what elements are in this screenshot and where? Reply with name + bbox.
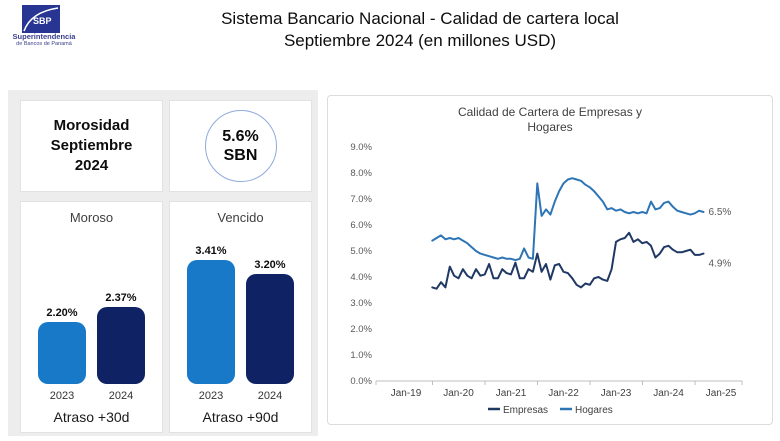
line-chart-title-line2: Hogares <box>527 120 573 134</box>
line-chart-title-line1: Calidad de Cartera de Empresas y <box>457 105 643 119</box>
vencido-bar-chart-card: Vencido 3.41% 3.20% 2023 2024 Atraso +90d <box>169 201 312 433</box>
y-axis-tick-label: 0.0% <box>350 376 372 387</box>
moroso-bar-plot: 2.20% 2.37% <box>21 292 162 384</box>
moroso-bar-chart-card: Moroso 2.20% 2.37% 2023 2024 Atraso +30d <box>20 201 163 433</box>
vencido-chart-title: Vencido <box>217 210 264 225</box>
sbn-badge: 5.6% SBN <box>204 110 277 182</box>
y-axis-tick-label: 1.0% <box>350 350 372 361</box>
series-line-hogares <box>431 177 705 262</box>
y-axis-tick-label: 3.0% <box>350 298 372 309</box>
logo-org-subname: de Bancos de Panamá <box>16 41 72 47</box>
bar-year-label: 2024 <box>257 390 283 402</box>
bar-2024 <box>246 274 294 384</box>
vencido-year-labels: 2023 2024 <box>170 390 311 402</box>
sbn-badge-value: 5.6% <box>222 128 259 145</box>
page-title-line2: Septiembre 2024 (en millones USD) <box>283 31 557 50</box>
vencido-bar-plot: 3.41% 3.20% <box>170 245 311 384</box>
page-title-line1: Sistema Bancario Nacional - Calidad de c… <box>221 9 619 28</box>
line-chart: 0.0% 1.0% 2.0% 3.0% 4.0% 5.0% 6.0% 7.0% 8.0% 9.0%… <box>350 142 743 416</box>
y-axis-tick-label: 2.0% <box>350 324 372 335</box>
sbp-logo: SBP Superintendencia de Bancos de Panamá <box>8 5 118 47</box>
y-axis-tick-label: 5.0% <box>350 246 372 257</box>
morosidad-period-card: Morosidad Septiembre 2024 <box>20 100 163 192</box>
bar-value-label: 3.41% <box>195 245 227 257</box>
bar-2023 <box>38 322 86 384</box>
bar-column-2024: 3.20% <box>246 259 294 384</box>
bar-2023 <box>187 260 235 384</box>
y-axis-tick-label: 6.0% <box>350 220 372 231</box>
bar-column-2023: 2.20% <box>38 307 86 384</box>
x-axis-tick-label: Jan-23 <box>601 388 632 399</box>
sbn-badge-label: SBN <box>223 147 258 164</box>
bar-column-2024: 2.37% <box>97 292 145 384</box>
bar-year-label: 2024 <box>108 390 134 402</box>
y-axis-tick-label: 8.0% <box>350 168 372 179</box>
x-axis-tick-label: Jan-24 <box>653 388 684 399</box>
bar-value-label: 3.20% <box>254 259 286 271</box>
series-end-label-hogares: 6.5% <box>709 207 732 218</box>
morosidad-period-label: Morosidad Septiembre 2024 <box>50 117 133 174</box>
moroso-chart-title: Moroso <box>69 210 114 225</box>
bar-year-label: 2023 <box>49 390 75 402</box>
y-axis-tick-label: 7.0% <box>350 194 372 205</box>
x-axis-tick-label: Jan-22 <box>548 388 579 399</box>
bar-value-label: 2.20% <box>46 307 78 319</box>
series-line-empresas <box>431 231 705 290</box>
morosidad-panel: Morosidad Septiembre 2024 5.6% SBN Moros… <box>8 90 318 436</box>
x-axis-tick-label: Jan-21 <box>496 388 527 399</box>
sbn-summary-card: 5.6% SBN <box>169 100 312 192</box>
x-axis-tick-label: Jan-19 <box>391 388 422 399</box>
legend-label-empresas: Empresas <box>503 405 548 416</box>
bar-value-label: 2.37% <box>105 292 137 304</box>
moroso-year-labels: 2023 2024 <box>21 390 162 402</box>
line-chart-title: Calidad de Cartera de Empresas y Hogares <box>328 105 772 135</box>
moroso-caption: Atraso +30d <box>53 409 130 425</box>
line-chart-card: Calidad de Cartera de Empresas y Hogares… <box>327 95 773 425</box>
bar-year-label: 2023 <box>198 390 224 402</box>
y-axis-tick-label: 9.0% <box>350 142 372 153</box>
x-axis-tick-label: Jan-20 <box>443 388 474 399</box>
y-axis-tick-label: 4.0% <box>350 272 372 283</box>
legend-label-hogares: Hogares <box>575 405 613 416</box>
vencido-caption: Atraso +90d <box>202 409 279 425</box>
bar-2024 <box>97 307 145 384</box>
x-axis-tick-label: Jan-25 <box>706 388 737 399</box>
logo-org-name: Superintendencia <box>12 32 76 41</box>
sbp-logo-icon: SBP <box>22 5 60 33</box>
bar-column-2023: 3.41% <box>187 245 235 384</box>
series-end-label-empresas: 4.9% <box>709 259 732 270</box>
page-title: Sistema Bancario Nacional - Calidad de c… <box>60 8 780 52</box>
svg-text:SBP: SBP <box>33 16 52 26</box>
